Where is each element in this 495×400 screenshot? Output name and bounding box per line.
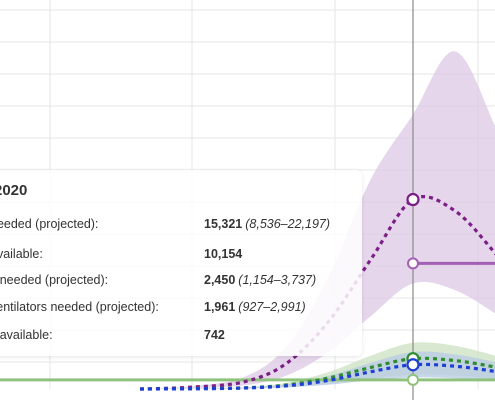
uncertainty-bands	[140, 51, 495, 389]
tooltip-number: 15,321	[204, 217, 243, 231]
beds-value-marker	[406, 192, 420, 207]
tooltip-number: 2,450	[204, 273, 236, 287]
hover-tooltip: 2020 needed (projected): 15,321(8,536–22…	[0, 170, 362, 356]
tooltip-row-ventilators-needed: ventilators needed (projected): 1,961 (92…	[0, 300, 362, 320]
tooltip-number: 10,154	[204, 247, 243, 261]
tooltip-range: (8,536–22,197)	[245, 217, 331, 231]
beds-uncertainty-band	[140, 51, 495, 389]
icu-capacity-marker	[407, 373, 419, 386]
tooltip-label: needed (projected):	[0, 217, 99, 231]
ventilators-projection-line	[139, 362, 495, 391]
tooltip-number: 1,961	[204, 300, 236, 314]
tooltip-range: (927–2,991)	[238, 300, 306, 314]
tooltip-label: s needed (projected):	[0, 273, 109, 287]
tooltip-row-beds-available: available: 10,154	[0, 247, 362, 267]
beds-projection-line	[139, 195, 495, 391]
tooltip-row-icu-available: s available: 742	[0, 328, 362, 348]
tooltip-label: ventilators needed (projected):	[0, 300, 159, 314]
projection-lines	[139, 195, 495, 391]
hover-markers	[406, 192, 420, 386]
tooltip-value: 1,961 (927–2,991)	[204, 300, 306, 314]
tooltip-label: s available:	[0, 328, 53, 342]
tooltip-range: (1,154–3,737)	[238, 273, 317, 287]
ventilators-uncertainty-band	[140, 351, 495, 389]
beds-capacity-marker	[407, 257, 419, 270]
tooltip-number: 742	[204, 328, 225, 342]
tooltip-row-beds-needed: needed (projected): 15,321 (8,536–22,197)	[0, 217, 362, 237]
tooltip-value: 742	[204, 328, 228, 342]
ventilators-value-marker	[406, 358, 420, 372]
tooltip-value: 15,321 (8,536–22,197)	[204, 217, 330, 231]
tooltip-row-icu-needed: s needed (projected): 2,450 (1,154–3,737)	[0, 273, 362, 293]
tooltip-value: 10,154	[204, 247, 245, 261]
icu-projection-line	[139, 356, 495, 391]
tooltip-label: available:	[0, 247, 43, 261]
tooltip-value: 2,450 (1,154–3,737)	[204, 273, 316, 287]
tooltip-date: 2020	[0, 182, 28, 199]
